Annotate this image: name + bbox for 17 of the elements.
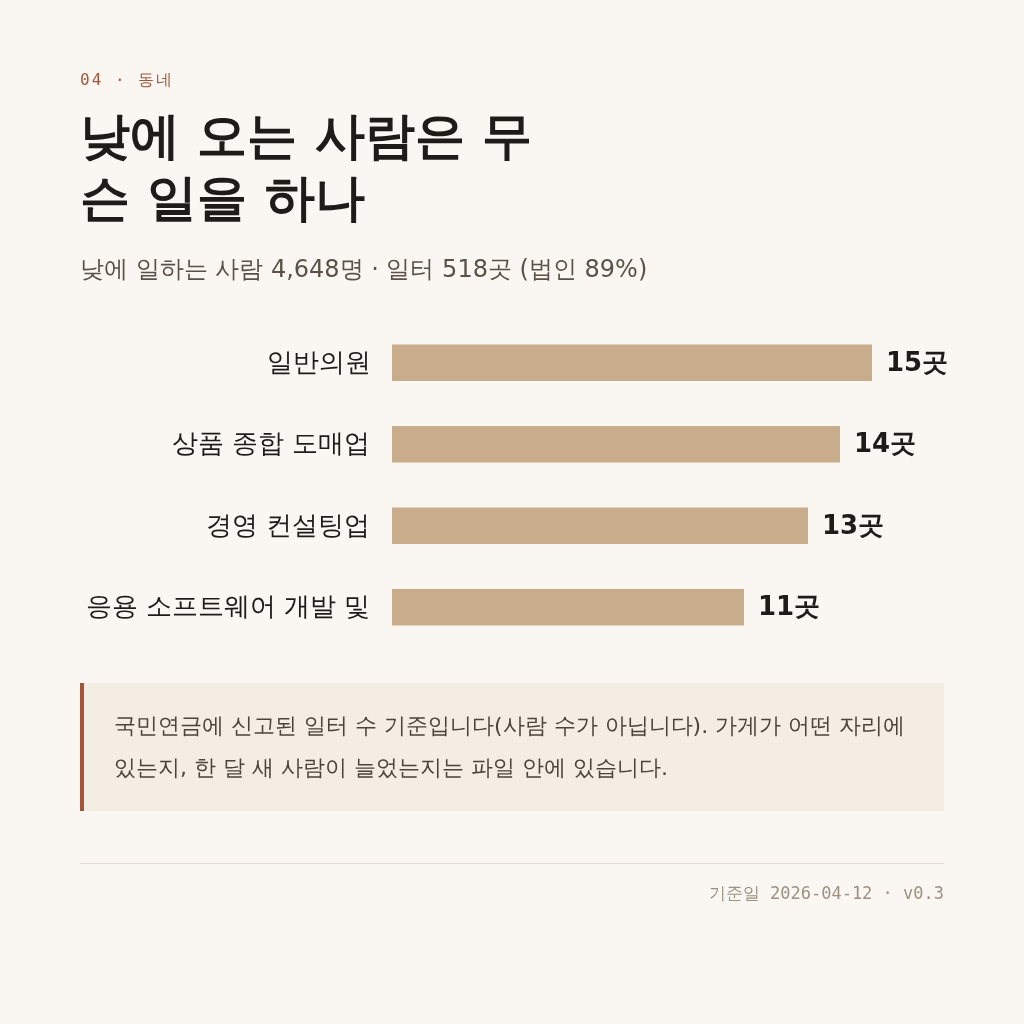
bar [392,344,872,382]
y-tick-label: 응용 소프트웨어 개발 및 [85,591,371,622]
data-label: 14곳 [854,428,917,459]
chart-title: 낮에 오는 사람은 무슨 일을 하나 [80,106,534,229]
text: 국민연금에 신고된 일터 수 기준입니다(사람 수가 아닙니다). 가게가 어떤 자리에 있는지, 한 달 새 사람이 늘었는지는 파일 안에 있습니다. [80,683,944,811]
data-label: 13곳 [822,509,885,540]
text: 04 · 동네 [80,70,176,91]
data-label: 15곳 [886,346,949,377]
bar [392,588,744,626]
y-tick-label: 일반의원 [266,346,371,377]
bar [392,507,808,545]
bar [392,425,840,463]
text: 기준일 2026-04-12 · v0.3 [80,863,944,905]
data-label: 11곳 [758,591,821,622]
y-tick-label: 상품 종합 도매업 [171,428,371,459]
y-tick-label: 경영 컨설팅업 [206,509,371,540]
chart-subtitle: 낮에 일하는 사람 4,648명 · 일터 518곳 (법인 89%) [80,254,649,285]
